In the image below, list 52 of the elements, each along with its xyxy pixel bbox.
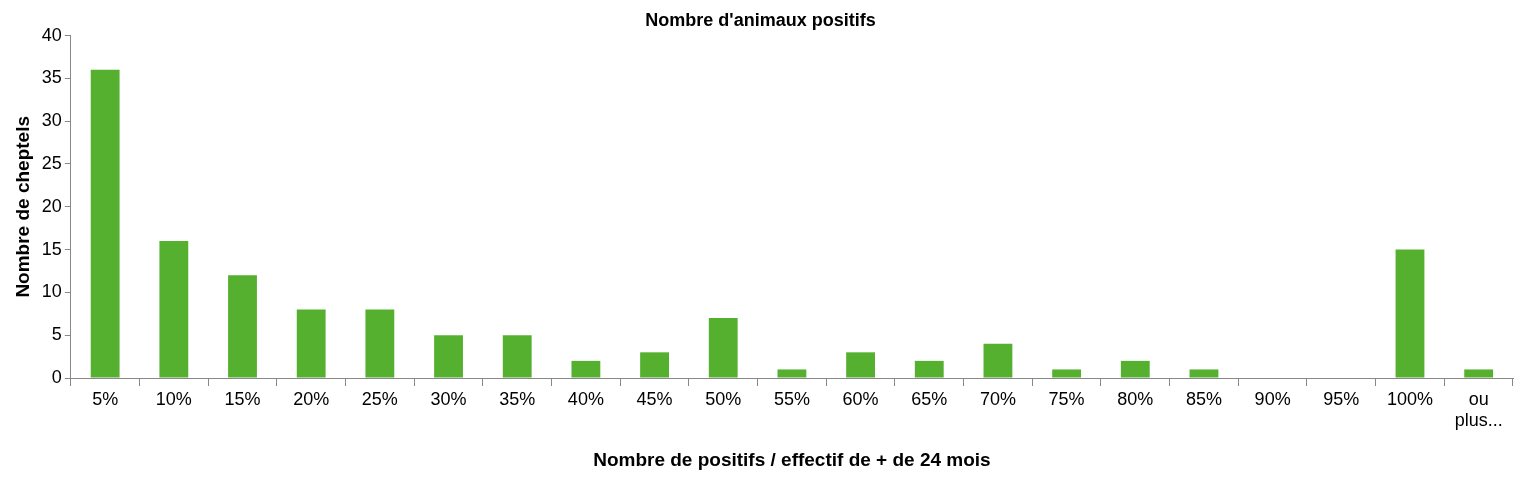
y-tick-label: 15 <box>41 238 62 259</box>
y-tick-label: 20 <box>41 195 62 216</box>
bar <box>846 352 876 378</box>
x-tick-label: 95% <box>1323 388 1360 409</box>
x-tick-label: 55% <box>773 388 810 409</box>
x-tick-label: 15% <box>224 388 261 409</box>
y-tick-label: 10 <box>41 281 62 302</box>
bar <box>228 275 257 378</box>
x-tick-label: 100% <box>1386 388 1434 409</box>
x-tick-label: ou plus... <box>1454 388 1503 431</box>
x-tick-label: 20% <box>293 388 330 409</box>
bar <box>1052 369 1082 378</box>
x-tick-label: 90% <box>1254 388 1291 409</box>
bar <box>296 309 326 378</box>
bar <box>777 369 807 378</box>
x-tick-label: 5% <box>92 388 119 409</box>
x-tick-label: 10% <box>155 388 192 409</box>
y-tick-label: 30 <box>41 110 62 131</box>
bar <box>90 69 120 378</box>
x-tick-label: 75% <box>1048 388 1085 409</box>
bar <box>434 335 463 378</box>
y-tick-label: 40 <box>41 24 62 45</box>
bar <box>1120 360 1150 378</box>
x-tick-label: 65% <box>911 388 948 409</box>
x-tick-label: 60% <box>842 388 879 409</box>
bar <box>1464 369 1494 378</box>
bar <box>159 241 189 378</box>
y-tick-label: 25 <box>41 152 62 173</box>
bar <box>365 309 395 378</box>
bar <box>914 360 944 378</box>
x-tick-label: 30% <box>430 388 467 409</box>
y-tick-label: 35 <box>41 67 62 88</box>
y-tick-label: 0 <box>51 366 62 387</box>
x-tick-label: 50% <box>705 388 742 409</box>
x-tick-label: 80% <box>1117 388 1154 409</box>
y-tick-label: 5 <box>51 324 62 345</box>
x-tick-label: 85% <box>1185 388 1222 409</box>
x-tick-label: 25% <box>361 388 398 409</box>
y-axis-title: Nombre de cheptels <box>11 116 33 298</box>
bar <box>983 343 1013 378</box>
x-axis-title: Nombre de positifs / effectif de + de 24 mois <box>593 448 991 470</box>
x-tick-label: 70% <box>979 388 1016 409</box>
bar <box>571 360 601 378</box>
bar <box>1189 369 1219 378</box>
bar <box>708 318 738 378</box>
bar <box>640 352 669 378</box>
x-tick-label: 40% <box>567 388 604 409</box>
bar <box>502 335 532 378</box>
chart-title: Nombre d'animaux positifs <box>645 9 876 30</box>
x-tick-label: 35% <box>499 388 536 409</box>
bar <box>1395 249 1425 378</box>
x-tick-label: 45% <box>636 388 673 409</box>
